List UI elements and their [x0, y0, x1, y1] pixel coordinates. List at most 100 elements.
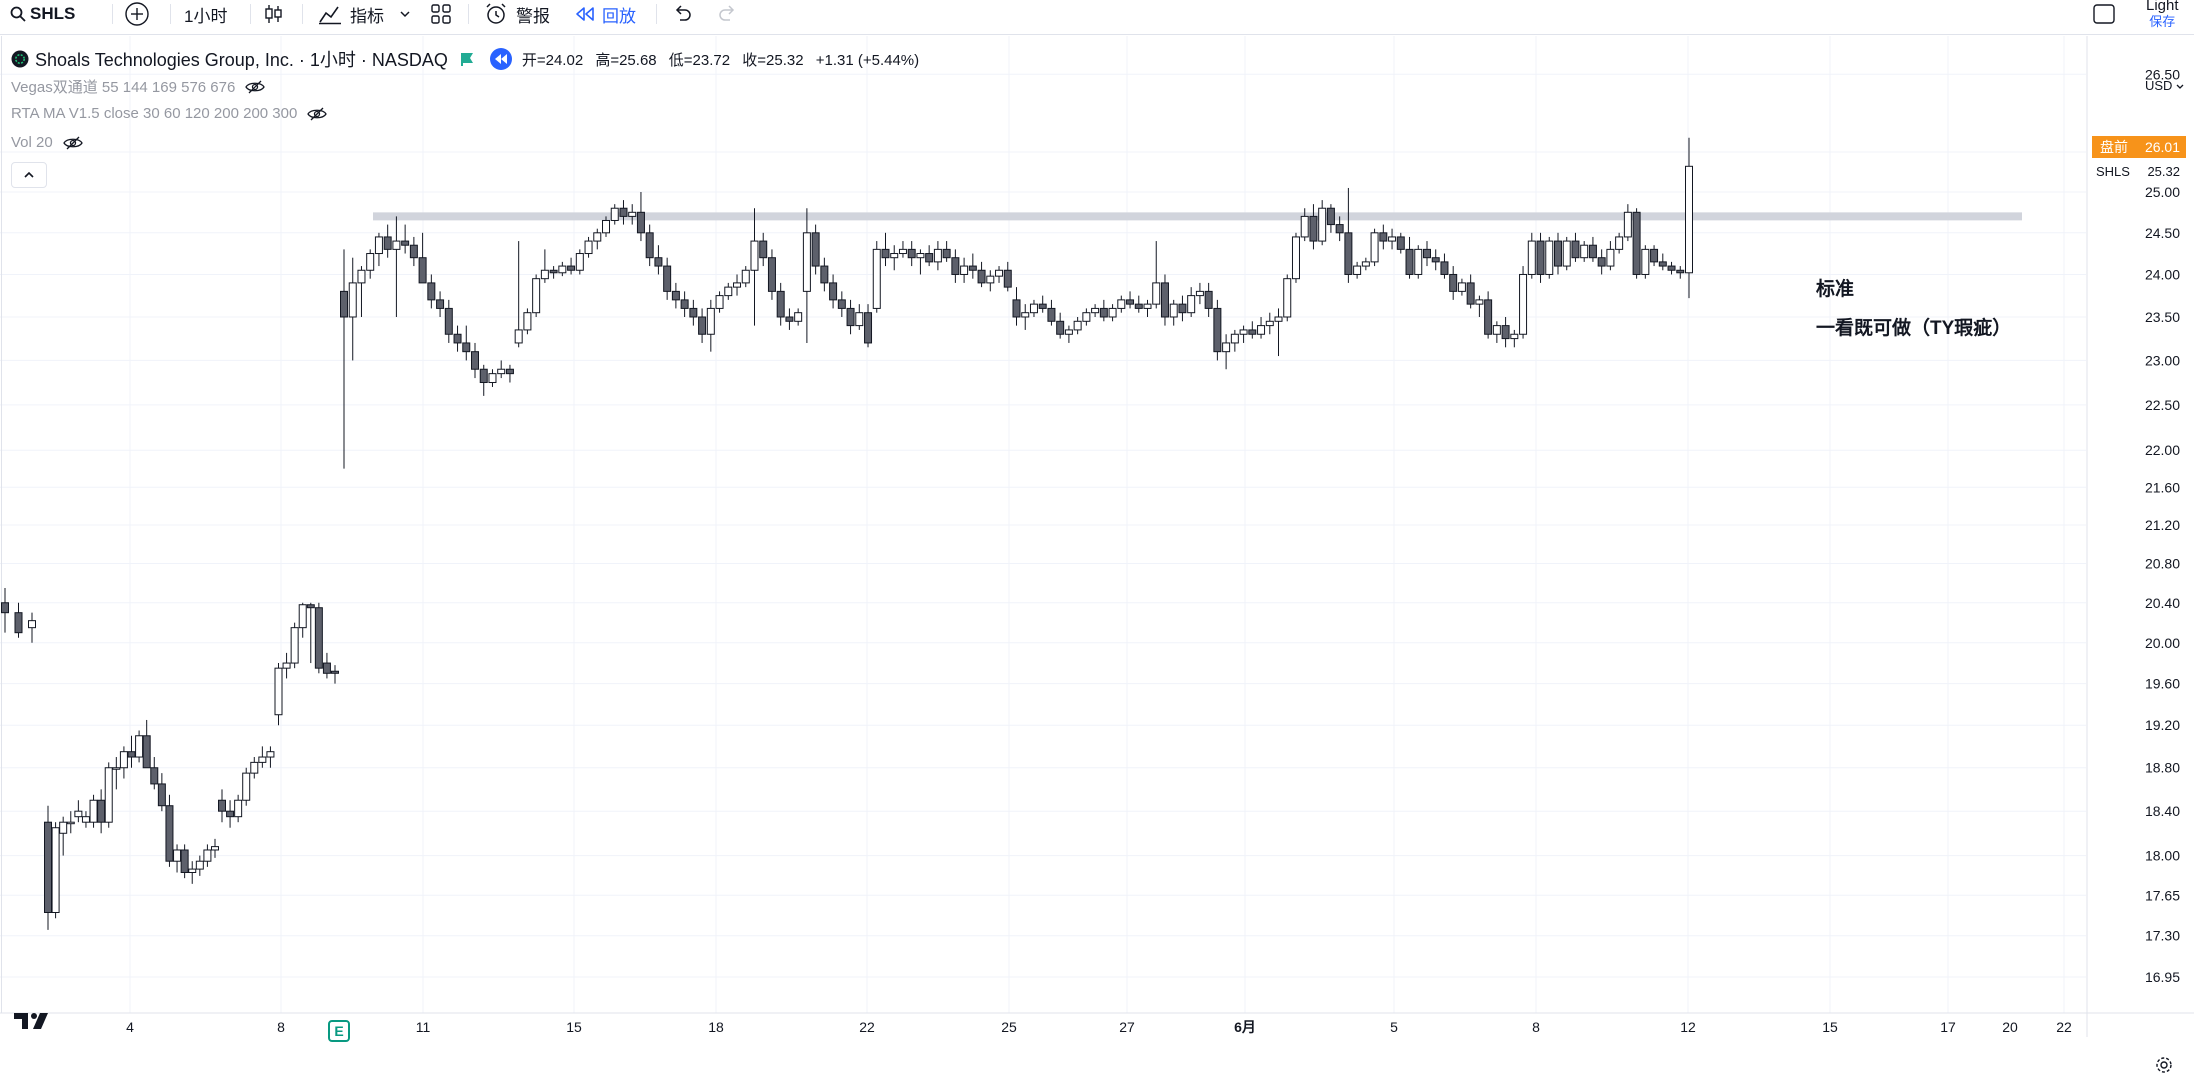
replay-button[interactable]: 回放	[574, 0, 636, 28]
candle-body	[203, 849, 212, 862]
time-tick-label: 15	[566, 1019, 582, 1035]
indicator-row-volume[interactable]: Vol 20	[11, 134, 83, 151]
candle-body	[1126, 299, 1135, 305]
candle-body	[211, 846, 219, 851]
candle-body	[1222, 342, 1231, 353]
eye-crossed-icon[interactable]	[245, 79, 266, 95]
price-tick-label: 19.60	[2145, 676, 2180, 692]
jump-to-realtime-button[interactable]	[489, 48, 512, 70]
candle-body	[1388, 236, 1397, 242]
candle-body	[933, 248, 942, 263]
annotation-standard[interactable]: 标准	[1816, 279, 1855, 300]
indicators-label: 指标	[350, 6, 384, 26]
candle-body	[1510, 333, 1519, 340]
candle-body	[698, 316, 707, 335]
candle-body	[142, 735, 151, 769]
legend-title[interactable]: Shoals Technologies Group, Inc. · 1小时 · …	[35, 50, 448, 70]
candle-body	[1012, 299, 1021, 318]
candle-body	[811, 232, 820, 267]
indicator-label: Vol 20	[11, 134, 53, 151]
alerts-button[interactable]: 警报	[484, 0, 550, 28]
ohlc-close: 收=25.32	[742, 51, 804, 69]
indicators-button[interactable]: 指标	[318, 0, 384, 28]
candle-body	[97, 799, 106, 823]
candle-body	[266, 751, 275, 758]
candle-body	[1562, 240, 1571, 267]
collapse-legend-button[interactable]	[11, 162, 47, 188]
candle-body	[1283, 278, 1292, 318]
candle-body	[51, 827, 60, 913]
price-tick-label: 17.30	[2145, 928, 2180, 944]
candle-body	[1440, 261, 1449, 275]
fullscreen-button[interactable]	[2092, 0, 2116, 28]
interval-button[interactable]: 1小时	[184, 0, 227, 28]
candle-body	[898, 248, 907, 255]
candle-body	[1047, 307, 1056, 322]
price-tick-label: 16.95	[2145, 969, 2180, 985]
earnings-badge[interactable]: E	[328, 1020, 350, 1042]
premarket-label: 盘前	[2100, 139, 2128, 155]
symbol-search[interactable]: SHLS	[10, 0, 75, 28]
layout-save-button[interactable]: Light 保存	[2146, 0, 2179, 30]
time-tick-label: 6月	[1234, 1019, 1256, 1035]
candle-body	[759, 240, 768, 259]
candle-body	[855, 312, 864, 327]
price-tick-label: 22.00	[2145, 442, 2180, 458]
candle-body	[872, 248, 881, 309]
price-tick-label: 25.00	[2145, 184, 2180, 200]
candle-body	[444, 307, 453, 335]
candle-body	[1117, 299, 1126, 309]
candle-body	[401, 240, 410, 246]
candle-body	[1536, 240, 1545, 275]
candle-body	[1370, 232, 1379, 263]
tradingview-logo-icon[interactable]	[14, 1011, 52, 1031]
time-tick-label: 17	[1940, 1019, 1956, 1035]
annotation-comment[interactable]: 一看既可做（TY瑕疵）	[1816, 318, 2012, 339]
chart-type-button[interactable]	[262, 0, 284, 28]
toolbar-divider	[170, 4, 171, 24]
candle-body	[1396, 236, 1405, 250]
candle-body	[1344, 232, 1353, 275]
settings-gear-icon[interactable]	[2155, 1056, 2173, 1074]
candle-body	[942, 248, 951, 259]
candle-body	[1353, 265, 1362, 275]
candle-body	[977, 269, 986, 284]
redo-button[interactable]	[718, 0, 738, 28]
undo-button[interactable]	[672, 0, 692, 28]
candle-body	[610, 207, 619, 221]
candle-body	[1108, 307, 1117, 318]
candle-body	[1685, 165, 1693, 274]
candle-body	[1, 602, 9, 614]
price-chart[interactable]: 26.5025.5025.0024.5024.0023.5023.0022.50…	[0, 36, 2194, 1037]
candle-body	[1204, 290, 1213, 309]
candle-body	[331, 670, 339, 674]
currency-selector[interactable]: USD	[2145, 78, 2184, 93]
candle-body	[1580, 244, 1589, 259]
candle-body	[1134, 303, 1143, 309]
premarket-price-badge: 盘前 26.01	[2092, 136, 2186, 158]
templates-button[interactable]	[430, 0, 452, 28]
compare-button[interactable]	[124, 0, 150, 28]
candle-body	[1606, 248, 1615, 267]
candle-body	[453, 333, 462, 344]
candle-body	[383, 236, 392, 250]
candle-body	[951, 257, 960, 275]
candle-body	[1553, 240, 1562, 267]
candle-body	[584, 240, 593, 255]
indicators-dropdown[interactable]	[398, 0, 412, 28]
eye-crossed-icon[interactable]	[62, 135, 83, 151]
indicator-row-rta-ma[interactable]: RTA MA V1.5 close 30 60 120 200 200 300	[11, 105, 328, 122]
candle-body	[226, 810, 235, 818]
candle-body	[81, 816, 90, 823]
chart-pane[interactable]: 26.5025.5025.0024.5024.0023.5023.0022.50…	[0, 36, 2194, 1073]
candle-body	[794, 312, 803, 322]
eye-crossed-icon[interactable]	[307, 106, 328, 122]
candle-body	[374, 236, 383, 255]
add-circle-icon	[125, 2, 149, 26]
price-tick-label: 21.60	[2145, 479, 2180, 495]
last-price-label: SHLS 25.32	[2096, 161, 2186, 181]
candle-body	[1414, 248, 1423, 275]
indicator-row-vegas[interactable]: Vegas双通道 55 144 169 576 676	[11, 76, 266, 97]
candle-body	[1405, 248, 1414, 275]
candle-body	[567, 265, 576, 271]
